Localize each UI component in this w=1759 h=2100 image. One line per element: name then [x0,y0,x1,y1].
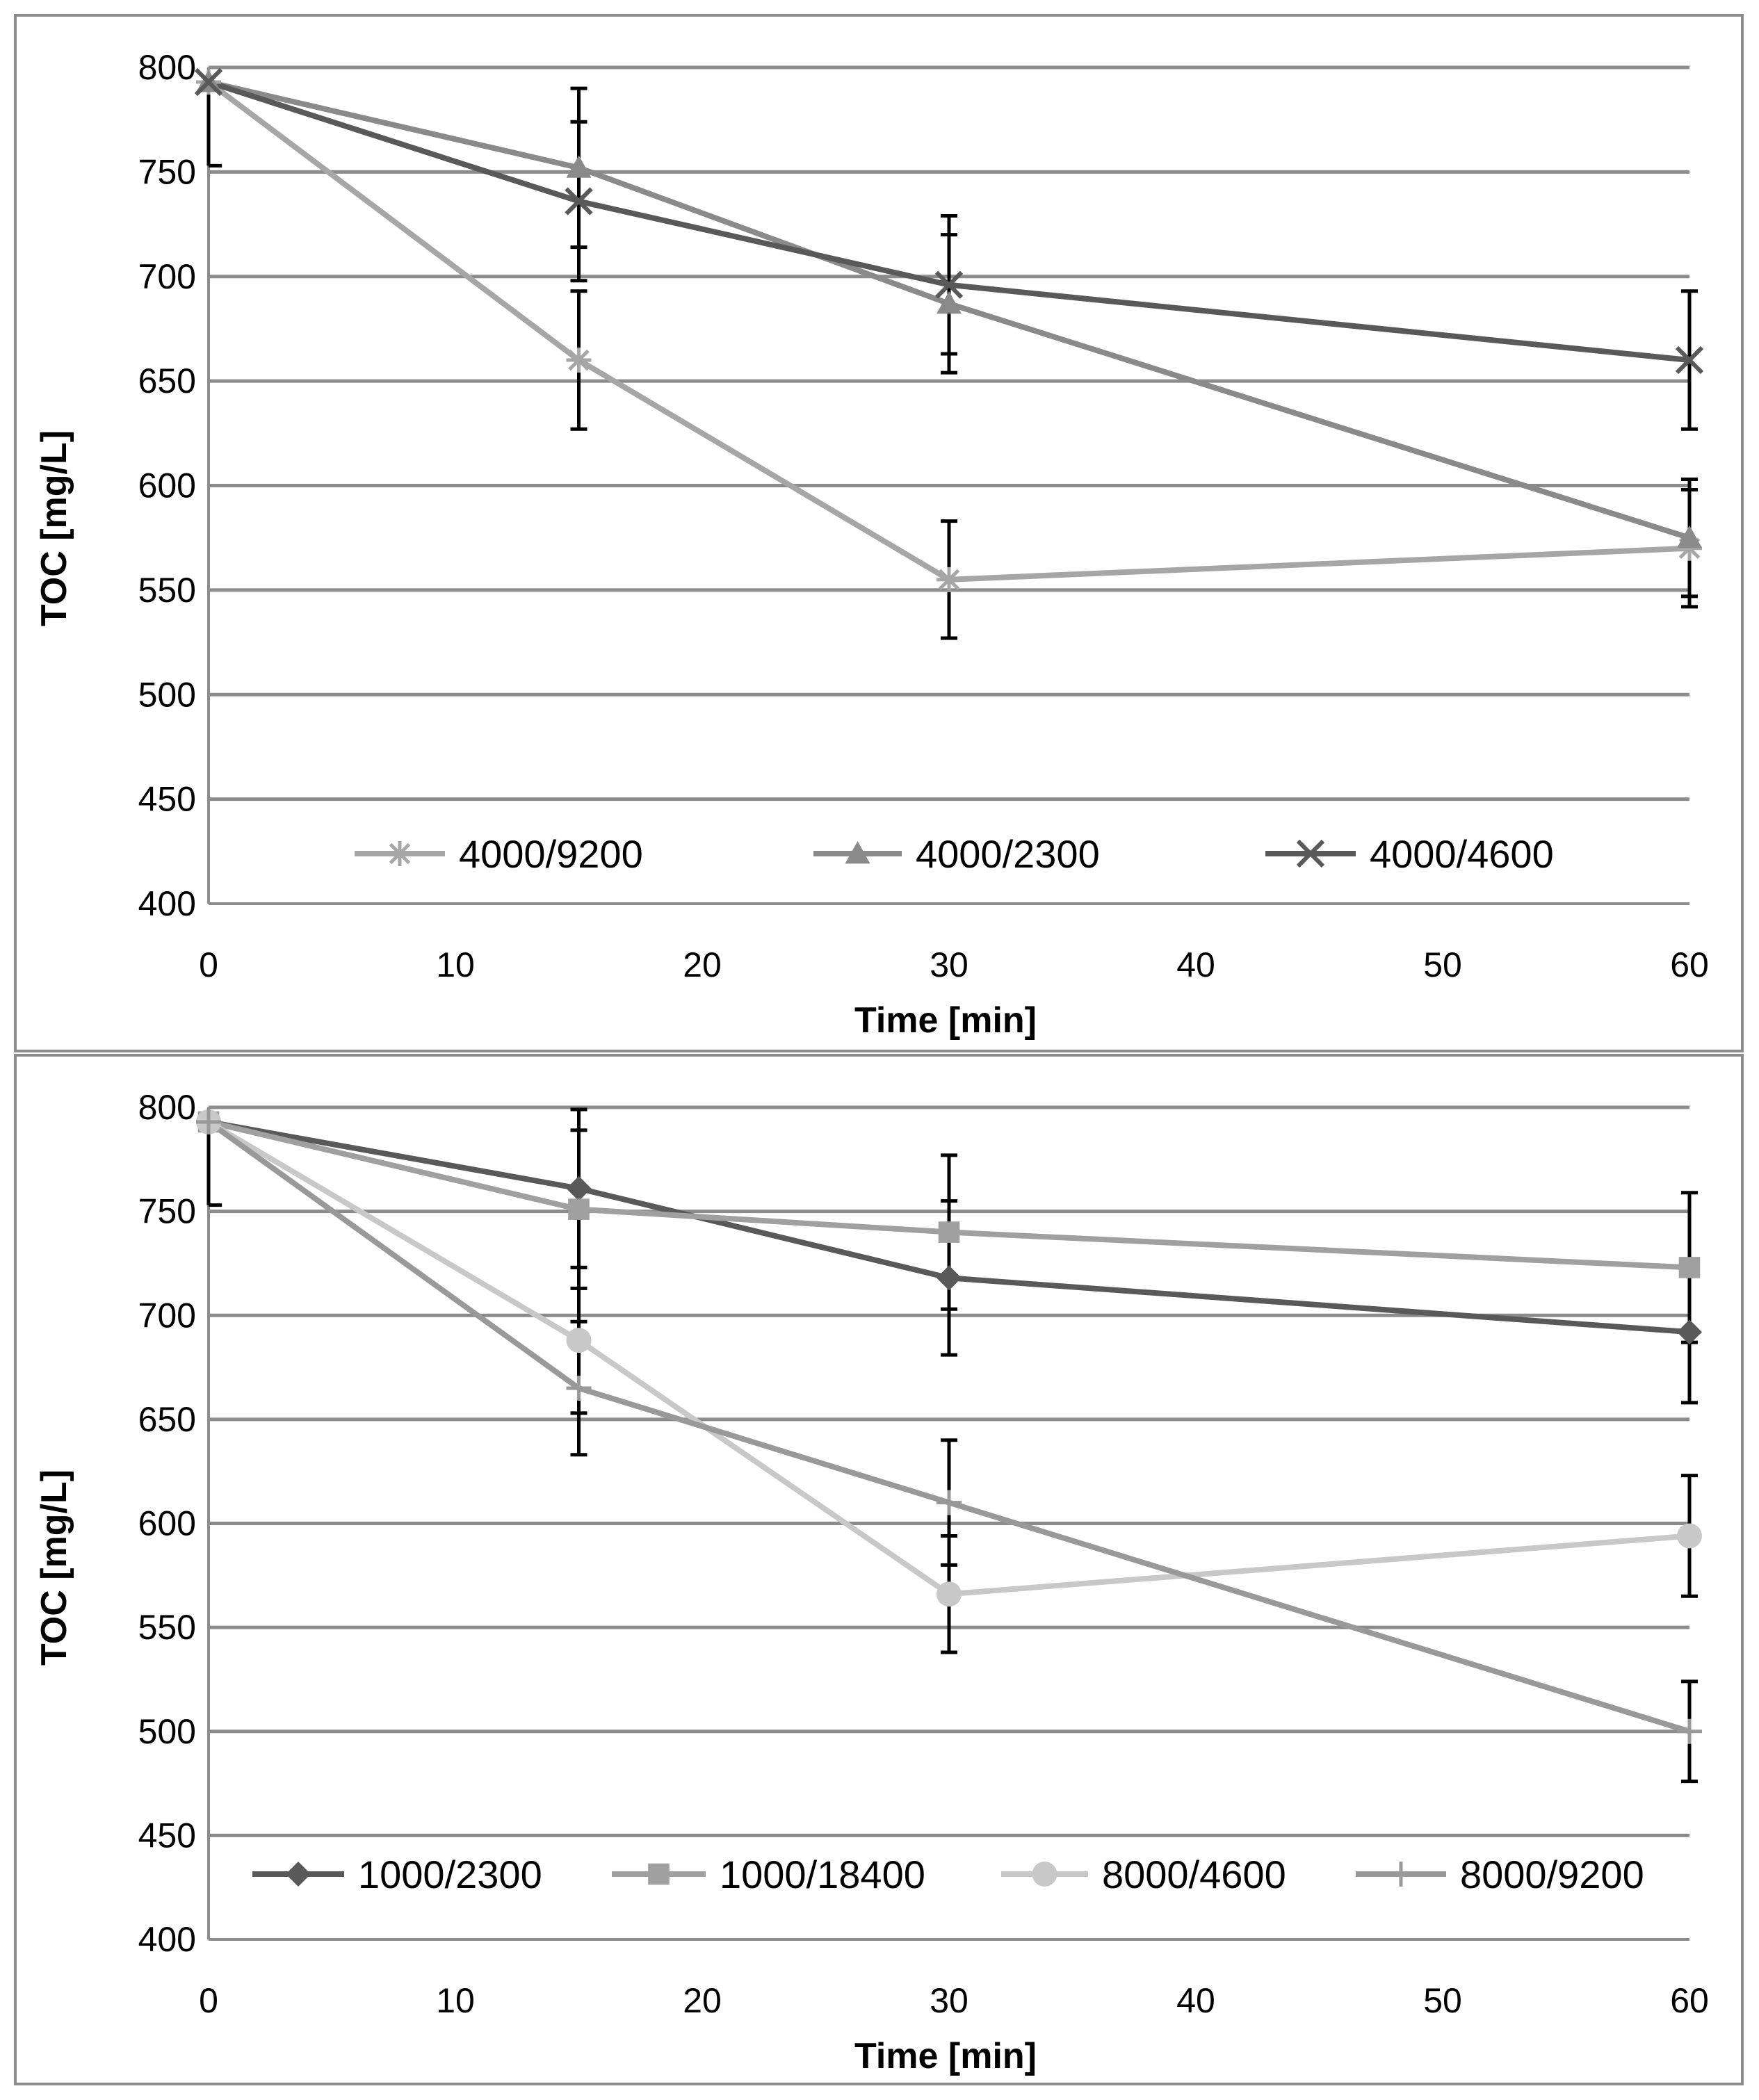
data-point-8000-4600 [566,1328,592,1353]
x-tick-label: 10 [436,945,475,984]
data-point-8000-9200 [566,1375,592,1401]
legend-marker [845,841,870,864]
legend: 1000/2300 1000/18400 8000/4600 8000/9200 [252,1853,1644,1896]
legend-label: 1000/2300 [358,1853,542,1896]
x-tick-label: 0 [199,945,218,984]
y-tick-label: 650 [138,361,196,400]
legend-marker [648,1863,670,1885]
y-axis-title: TOC [mg/L] [34,430,74,626]
legend: 4000/9200 4000/2300 4000/4600 [355,832,1554,876]
legend-item-4000-4600: 4000/4600 [1265,832,1554,876]
legend-marker [1296,839,1325,868]
legend-item-4000-9200: 4000/9200 [355,832,643,876]
error-bars-4000-4600 [206,82,1698,431]
y-tick-label: 800 [138,1088,196,1127]
error-bars-8000-4600 [570,1265,1698,1654]
y-tick-label: 700 [138,1296,196,1335]
x-tick-label: 0 [199,1981,218,2020]
data-point-1000-2300 [566,1175,592,1201]
legend-marker [286,1862,311,1887]
data-point-8000-4600 [1677,1523,1702,1549]
y-tick-label: 750 [138,1192,196,1231]
data-point-4000-9200 [566,348,592,373]
y-tick-label: 400 [138,1920,196,1959]
series-line-8000-9200 [206,1119,1691,1734]
y-tick-label: 750 [138,152,196,191]
y-tick-label: 600 [138,466,196,505]
legend-item-4000-2300: 4000/2300 [813,832,1100,876]
data-point-4000-2300 [1677,525,1702,548]
y-axis-title: TOC [mg/L] [34,1470,74,1666]
legend-label: 4000/9200 [459,832,643,876]
data-point-1000-18400 [1678,1257,1701,1278]
x-tick-label: 40 [1176,945,1215,984]
x-tick-label: 10 [436,1981,475,2020]
legend-item-8000-9200: 8000/9200 [1356,1853,1644,1896]
data-point-8000-4600 [937,1581,962,1607]
error-bar [206,82,222,168]
data-point-4000-4600 [194,67,223,97]
legend-item-1000-2300: 1000/2300 [252,1853,542,1896]
series-line-4000-4600 [207,79,1690,364]
chart-bottom: TOC [mg/L] Time [min] 400450500550600650… [34,1088,1709,2076]
data-point-8000-9200 [937,1490,962,1515]
data-point-8000-9200 [196,1109,221,1134]
x-tick-label: 20 [683,945,722,984]
data-point-1000-18400 [568,1198,590,1220]
legend-marker [1032,1862,1057,1887]
series-line-8000-4600 [206,1119,1690,1597]
legend-label: 8000/4600 [1102,1853,1286,1896]
data-point-4000-2300 [566,155,592,178]
y-tick-label: 700 [138,257,196,296]
series-line-4000-9200 [206,79,1690,583]
y-tick-label: 600 [138,1504,196,1543]
series-line-4000-2300 [208,79,1691,541]
x-tick-label: 60 [1670,1981,1709,2020]
legend-label: 1000/18400 [720,1853,925,1896]
x-tick-label: 60 [1670,945,1709,984]
series-line-1000-2300 [208,1119,1690,1335]
data-point-4000-4600 [1675,345,1704,375]
x-tick-label: 30 [930,1981,968,2020]
y-tick-label: 450 [138,780,196,819]
data-point-4000-2300 [937,291,962,314]
legend-marker [1388,1862,1413,1887]
x-tick-label: 50 [1423,1981,1462,2020]
data-point-1000-2300 [1677,1319,1702,1345]
data-point-4000-4600 [565,187,593,215]
x-tick-label: 30 [930,945,968,984]
x-axis-title: Time [min] [854,2036,1037,2076]
y-tick-label: 500 [138,1712,196,1751]
legend-label: 4000/4600 [1370,832,1554,876]
y-tick-label: 800 [138,48,196,87]
x-tick-label: 50 [1423,945,1462,984]
x-tick-label: 20 [683,1981,722,2020]
legend-label: 4000/2300 [916,832,1100,876]
panel-top-frame [14,14,1744,1052]
legend-item-8000-4600: 8000/4600 [1001,1853,1286,1896]
data-point-8000-9200 [1677,1718,1702,1744]
legend-marker [387,841,412,866]
data-point-1000-18400 [938,1221,960,1243]
error-bar [206,1121,222,1207]
legend-label: 8000/9200 [1460,1853,1644,1896]
y-tick-label: 550 [138,1608,196,1647]
y-tick-label: 550 [138,571,196,610]
chart-top: TOC [mg/L] Time [min] 400450500550600650… [34,48,1709,1041]
x-axis-title: Time [min] [854,1000,1037,1041]
y-tick-label: 450 [138,1816,196,1855]
data-point-4000-4600 [934,270,964,299]
series-line-1000-18400 [208,1119,1690,1271]
data-point-1000-2300 [937,1265,962,1291]
x-tick-label: 40 [1176,1981,1215,2020]
y-tick-label: 650 [138,1400,196,1439]
y-tick-label: 500 [138,675,196,714]
data-point-4000-9200 [937,567,962,592]
panel-bottom-frame [14,1054,1744,2085]
y-tick-label: 400 [138,884,196,923]
legend-item-1000-18400: 1000/18400 [612,1853,925,1896]
